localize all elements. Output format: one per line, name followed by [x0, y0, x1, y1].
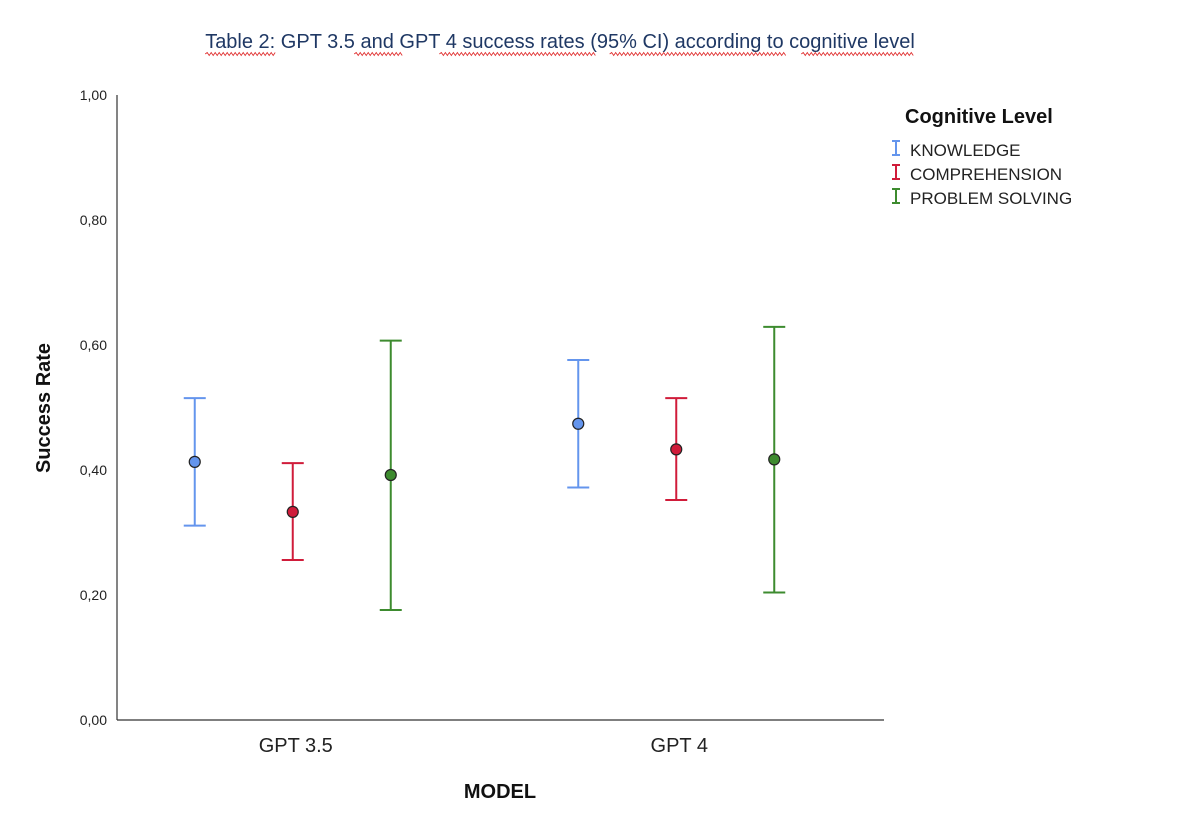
spellcheck-squiggle	[800, 51, 914, 57]
x-category-label: GPT 4	[651, 735, 708, 757]
error-bars	[183, 325, 786, 611]
legend-label: KNOWLEDGE	[910, 141, 1021, 160]
y-tick-label: 0,40	[80, 462, 107, 478]
legend-label: PROBLEM SOLVING	[910, 189, 1072, 208]
x-axis-title: MODEL	[464, 781, 536, 803]
legend: Cognitive Level KNOWLEDGE COMPREHENSION PR…	[892, 106, 1072, 208]
error-bar	[281, 462, 304, 561]
error-bar	[763, 325, 786, 594]
legend-title: Cognitive Level	[905, 106, 1053, 128]
error-bar	[183, 397, 206, 527]
mean-point	[670, 443, 683, 456]
spellcheck-squiggle	[353, 51, 403, 57]
mean-point	[768, 453, 781, 466]
spellcheck-underlines	[204, 51, 914, 57]
spellcheck-squiggle	[439, 51, 596, 57]
chart-title: Table 2: GPT 3.5 and GPT 4 success rates…	[205, 31, 915, 53]
y-tick-label: 0,20	[80, 587, 107, 603]
legend-item: KNOWLEDGE	[892, 140, 1021, 160]
legend-item: COMPREHENSION	[892, 164, 1062, 184]
error-bar	[665, 397, 688, 501]
x-category-label: GPT 3.5	[259, 735, 333, 757]
axes	[116, 95, 884, 721]
mean-point	[286, 505, 299, 518]
y-tick-label: 0,80	[80, 212, 107, 228]
x-category-labels: GPT 3.5 GPT 4	[259, 735, 708, 757]
y-tick-label: 1,00	[80, 87, 107, 103]
y-tick-labels: 0,00 0,20 0,40 0,60 0,80 1,00	[80, 87, 107, 728]
legend-label: COMPREHENSION	[910, 165, 1062, 184]
error-bar	[567, 359, 590, 489]
y-tick-label: 0,00	[80, 712, 107, 728]
y-axis-title: Success Rate	[33, 343, 55, 473]
mean-point	[572, 417, 585, 430]
spellcheck-squiggle	[204, 51, 276, 57]
mean-point	[384, 468, 397, 482]
spellcheck-squiggle	[609, 51, 787, 57]
error-bar	[379, 339, 402, 611]
mean-point	[188, 455, 201, 468]
legend-item: PROBLEM SOLVING	[892, 188, 1072, 208]
y-tick-label: 0,60	[80, 337, 107, 353]
